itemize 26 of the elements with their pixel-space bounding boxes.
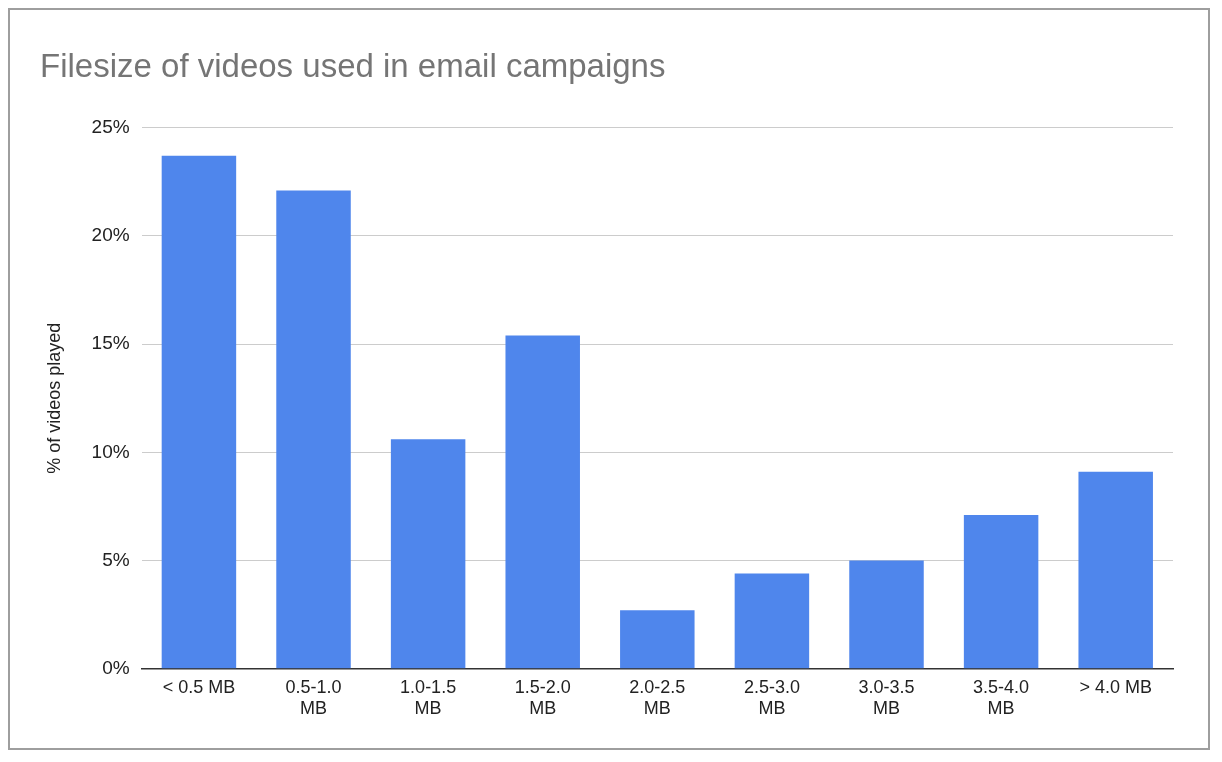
bar bbox=[276, 190, 351, 669]
bar bbox=[734, 573, 810, 669]
y-tick-label: 0% bbox=[102, 657, 130, 679]
bar bbox=[390, 439, 466, 669]
bar bbox=[505, 335, 580, 669]
bar bbox=[620, 610, 695, 669]
x-tick-label: 3.5-4.0 MB bbox=[973, 676, 1030, 719]
bar bbox=[963, 515, 1039, 669]
y-axis-title: % of videos played bbox=[43, 322, 64, 474]
x-tick-label: 2.5-3.0 MB bbox=[743, 676, 800, 719]
y-tick-label: 10% bbox=[91, 440, 130, 462]
bar bbox=[1078, 471, 1153, 669]
y-tick-label: 25% bbox=[91, 115, 130, 137]
x-tick-label: 3.0-3.5 MB bbox=[858, 676, 915, 719]
x-tick-label: 1.0-1.5 MB bbox=[400, 676, 457, 719]
x-tick-label: < 0.5 MB bbox=[162, 676, 236, 697]
y-tick-label: 15% bbox=[91, 332, 130, 354]
x-tick-label: 1.5-2.0 MB bbox=[514, 676, 571, 719]
bar bbox=[161, 155, 237, 669]
x-tick-label: 2.0-2.5 MB bbox=[629, 676, 686, 719]
y-tick-label: 20% bbox=[91, 224, 130, 246]
bar bbox=[849, 560, 924, 669]
x-tick-label: > 4.0 MB bbox=[1079, 676, 1152, 697]
chart-title: Filesize of videos used in email campaigns bbox=[40, 46, 666, 84]
y-tick-label: 5% bbox=[102, 548, 130, 570]
x-tick-label: 0.5-1.0 MB bbox=[285, 676, 342, 719]
